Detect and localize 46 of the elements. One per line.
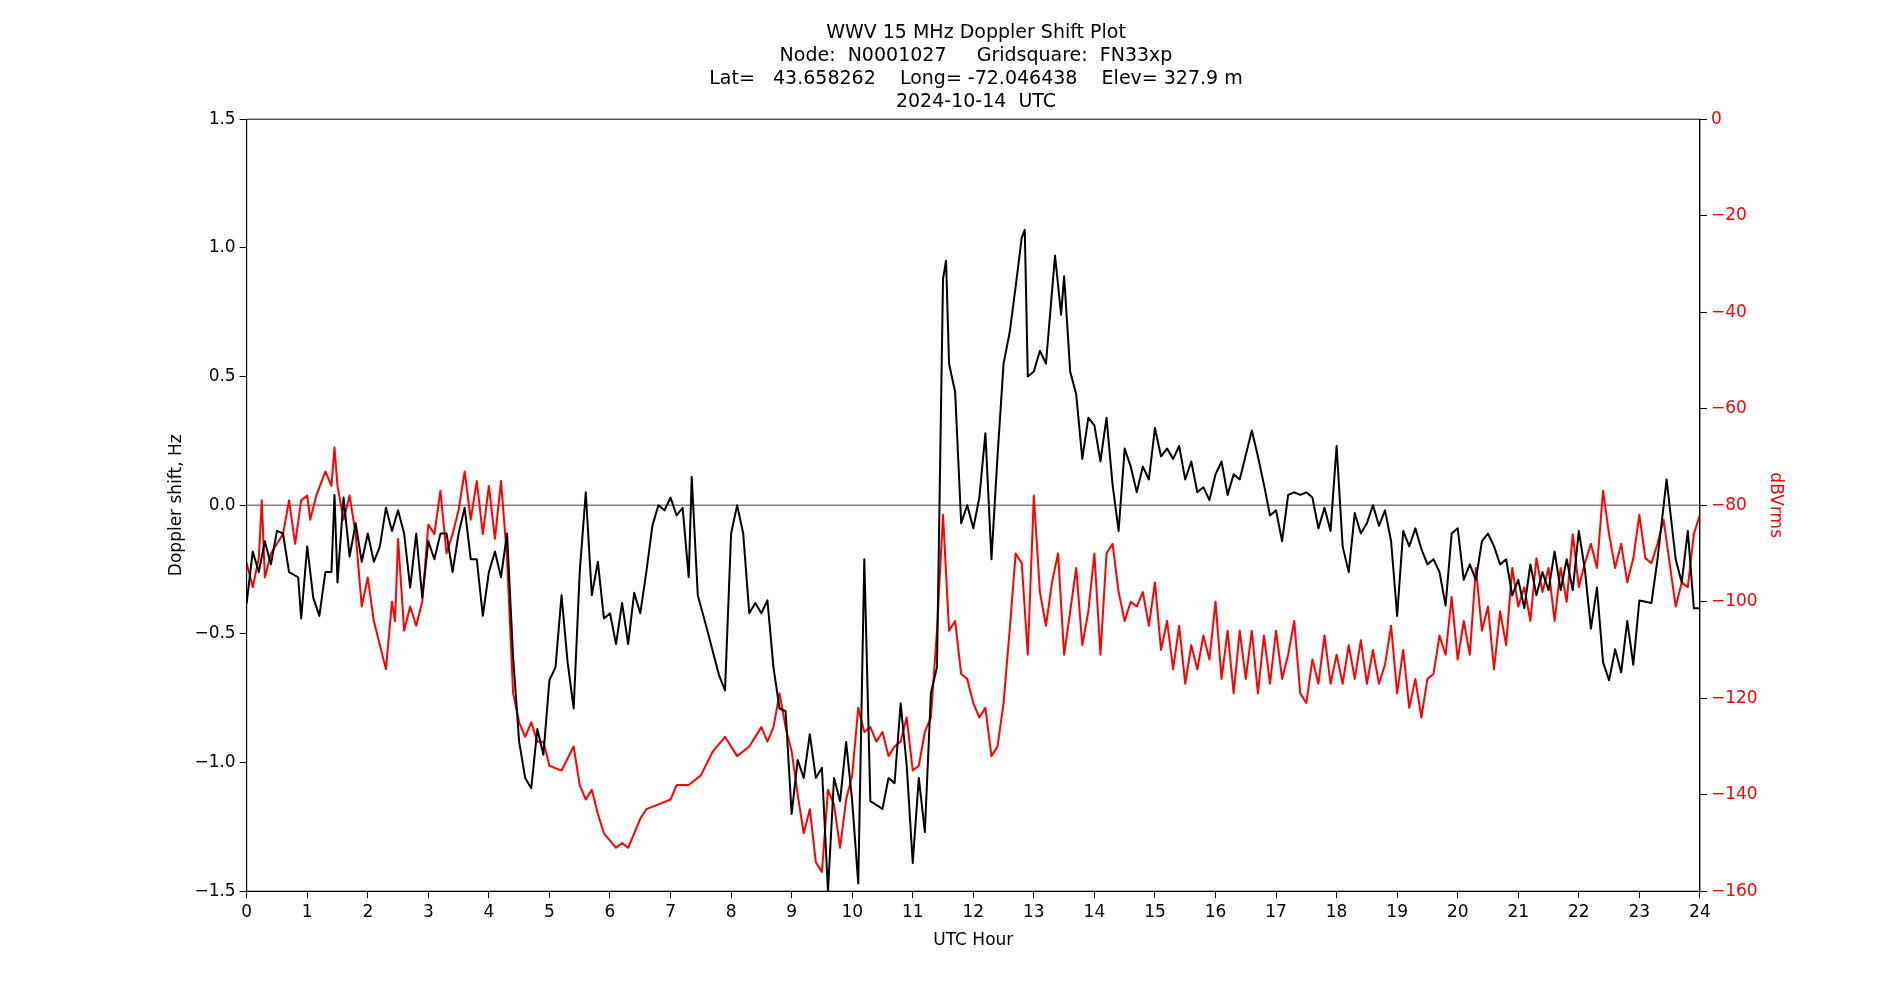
- x-tick-label: 15: [1144, 900, 1166, 921]
- x-tick-label: 21: [1507, 900, 1530, 921]
- x-tick-label: 4: [483, 900, 495, 921]
- y2-tick-label: −100: [1710, 590, 1758, 611]
- y-tick-label: −1.0: [194, 750, 236, 771]
- y-tick-label: 0.0: [208, 493, 236, 514]
- y2-tick-label: −40: [1710, 300, 1747, 321]
- x-tick-label: 11: [901, 900, 924, 921]
- x-tick-label: 14: [1083, 900, 1106, 921]
- x-tick-label: 1: [301, 900, 313, 921]
- y-tick-label: 1.5: [208, 107, 236, 128]
- chart-subtitle: Node: N0001027 Gridsquare: FN33xp Lat= 43.658262 Long= -72.046438 Elev= 327.9 m 2024-10-14 UTC: [709, 43, 1243, 111]
- x-tick-label: 2: [362, 900, 374, 921]
- x-tick-label: 18: [1325, 900, 1348, 921]
- y2-axis-title: dBVrms: [1767, 472, 1788, 539]
- x-tick-label: 20: [1446, 900, 1469, 921]
- y2-tick-label: −80: [1710, 493, 1747, 514]
- y2-tick-label: −20: [1710, 204, 1747, 225]
- x-tick-label: 24: [1689, 900, 1711, 921]
- x-tick-label: 13: [1023, 900, 1045, 921]
- x-tick-label: 7: [665, 900, 676, 921]
- y2-tick-label: −140: [1710, 783, 1758, 804]
- x-tick-label: 22: [1567, 900, 1590, 921]
- x-tick-label: 3: [422, 900, 434, 921]
- chart-title: WWV 15 MHz Doppler Shift Plot: [826, 20, 1126, 43]
- x-tick-label: 23: [1628, 900, 1651, 921]
- x-tick-label: 5: [544, 900, 555, 921]
- y2-tick-label: −120: [1710, 686, 1758, 707]
- x-tick-label: 10: [841, 900, 864, 921]
- y-tick-label: −1.5: [194, 879, 236, 900]
- y-tick-label: 1.0: [208, 236, 236, 257]
- y-axis-title: Doppler shift, Hz: [164, 434, 185, 577]
- x-tick-label: 8: [725, 900, 737, 921]
- y2-tick-label: 0: [1710, 107, 1722, 128]
- y-tick-label: −0.5: [194, 622, 236, 643]
- x-axis-title: UTC Hour: [933, 929, 1014, 950]
- x-tick-label: 19: [1386, 900, 1408, 921]
- x-tick-label: 16: [1204, 900, 1227, 921]
- x-tick-label: 0: [241, 900, 253, 921]
- x-tick-label: 9: [786, 900, 798, 921]
- x-tick-label: 17: [1265, 900, 1287, 921]
- y2-tick-label: −160: [1710, 879, 1758, 900]
- x-tick-label: 12: [962, 900, 985, 921]
- y2-tick-label: −60: [1710, 397, 1747, 418]
- x-tick-label: 6: [604, 900, 616, 921]
- y-tick-label: 0.5: [208, 364, 236, 385]
